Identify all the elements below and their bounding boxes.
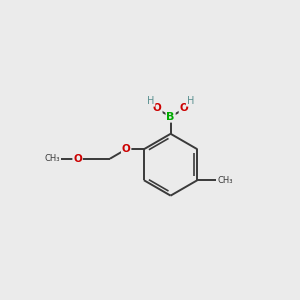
Text: O: O xyxy=(179,103,188,113)
Text: H: H xyxy=(147,96,155,106)
Text: H: H xyxy=(187,96,194,106)
Text: O: O xyxy=(73,154,82,164)
Text: B: B xyxy=(167,112,175,122)
Text: O: O xyxy=(122,144,130,154)
Text: O: O xyxy=(153,103,162,113)
Text: CH₃: CH₃ xyxy=(217,176,232,185)
Text: CH₃: CH₃ xyxy=(44,154,60,163)
